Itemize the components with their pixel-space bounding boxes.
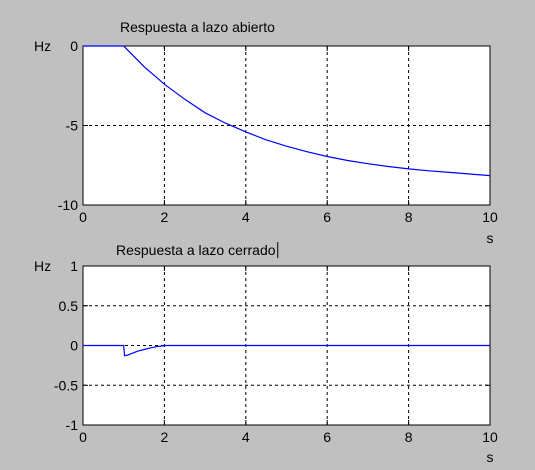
x-tick-label: 6 [323,209,331,225]
y-tick-label: 0.5 [59,298,79,314]
x-tick-label: 4 [242,429,250,445]
x-tick-label: 10 [482,209,498,225]
y-tick-label: -5 [66,118,79,134]
y-tick-label: -0.5 [54,377,78,393]
x-tick-label: 0 [79,209,87,225]
x-tick-label: 8 [405,209,413,225]
chart-title: Respuesta a lazo cerrado [116,242,276,258]
series-line [83,344,490,357]
y-tick-label: 1 [70,258,78,274]
y-tick-label: 0 [70,38,78,54]
series-line [83,45,491,177]
x-tick-label: 0 [79,429,87,445]
x-axis-label: s [487,230,494,246]
x-tick-label: 2 [161,209,169,225]
x-tick-label: 8 [405,429,413,445]
y-axis-label: Hz [34,38,51,54]
x-axis-label: s [487,449,494,465]
y-tick-label: -1 [66,417,79,433]
plot-open-loop: 0 2 4 6 8 10 0 -5 -10 Hz s Respuesta a lazo abierto [34,19,498,246]
y-tick-label: 0 [70,338,78,354]
chart-title: Respuesta a lazo abierto [120,19,275,35]
x-tick-label: 10 [482,429,498,445]
y-axis-label: Hz [34,258,51,274]
plot-closed-loop: 0 2 4 6 8 10 1 0.5 0 -0.5 -1 Hz s Respuesta a lazo ce… [34,242,498,465]
x-tick-label: 2 [161,429,169,445]
y-tick-label: -10 [58,197,78,213]
x-tick-label: 6 [323,429,331,445]
x-tick-label: 4 [242,209,250,225]
